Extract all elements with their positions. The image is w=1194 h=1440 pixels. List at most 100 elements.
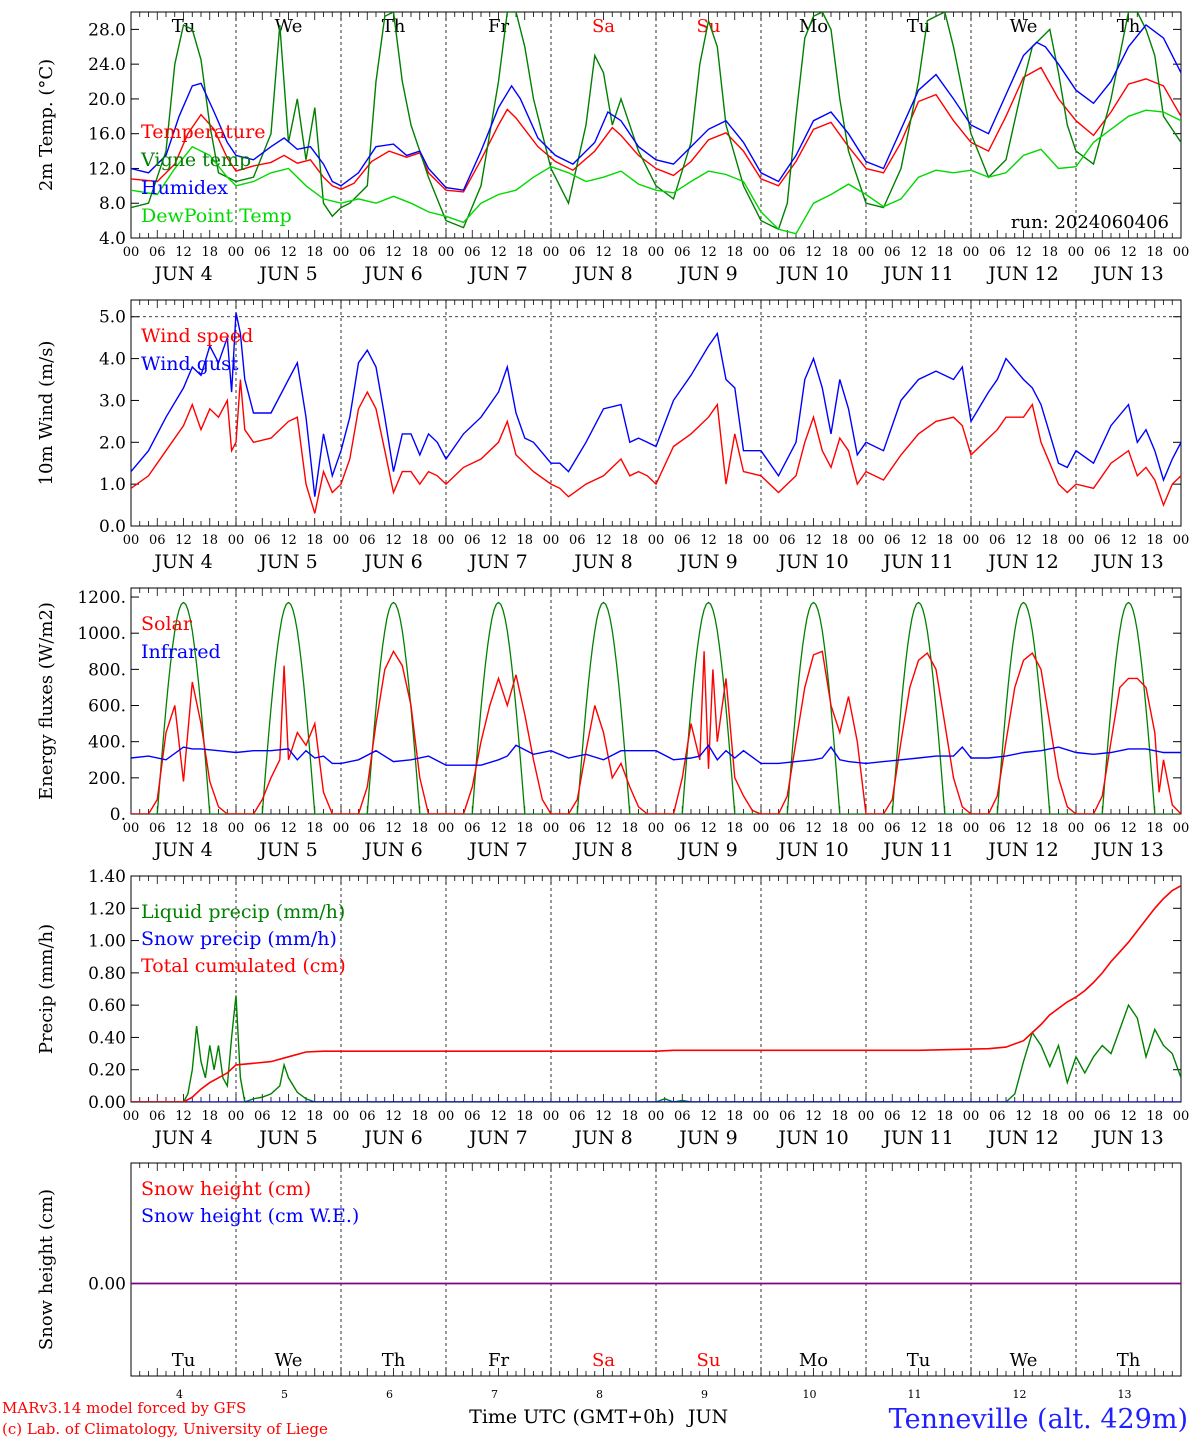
date-label: JUN 13 bbox=[1091, 839, 1163, 861]
date-label: JUN 12 bbox=[986, 839, 1058, 861]
hour-tick-label: 06 bbox=[779, 245, 796, 260]
hour-tick-label: 18 bbox=[411, 821, 428, 836]
series-group bbox=[131, 884, 1181, 1102]
date-label: JUN 11 bbox=[881, 1127, 953, 1149]
hour-tick-label: 12 bbox=[1120, 1109, 1137, 1124]
hour-tick-label: 18 bbox=[516, 245, 533, 260]
hour-tick-label: 18 bbox=[1041, 821, 1058, 836]
hour-tick-label: 06 bbox=[779, 1109, 796, 1124]
hour-tick-label: 00 bbox=[963, 245, 980, 260]
hour-tick-label: 12 bbox=[910, 821, 927, 836]
series-line-2 bbox=[131, 312, 1181, 497]
hour-tick-label: 12 bbox=[1120, 821, 1137, 836]
weekday-label: We bbox=[275, 16, 303, 37]
hour-tick-label: 00 bbox=[753, 533, 770, 548]
hour-tick-label: 18 bbox=[726, 533, 743, 548]
hour-tick-label: 12 bbox=[805, 821, 822, 836]
y-axis-label: Precip (mm/h) bbox=[36, 924, 57, 1054]
hour-tick-label: 00 bbox=[228, 245, 245, 260]
hour-tick-label: 12 bbox=[490, 533, 507, 548]
y-tick-label: 1.20 bbox=[88, 899, 126, 919]
time-axis-month: JUN bbox=[686, 1406, 728, 1428]
hour-tick-label: 06 bbox=[464, 533, 481, 548]
hour-tick-label: 12 bbox=[385, 245, 402, 260]
date-label: JUN 9 bbox=[677, 839, 737, 861]
hour-tick-label: 12 bbox=[910, 1109, 927, 1124]
series-line-1 bbox=[131, 66, 1181, 193]
date-label: JUN 6 bbox=[362, 551, 422, 573]
hour-tick-label: 12 bbox=[1015, 821, 1032, 836]
hour-tick-label: 00 bbox=[543, 821, 560, 836]
weekday-label: Su bbox=[697, 1350, 721, 1371]
weekday-label: Sa bbox=[592, 16, 615, 37]
date-label: JUN 8 bbox=[572, 839, 632, 861]
date-label: JUN 5 bbox=[257, 551, 317, 573]
hour-tick-label: 12 bbox=[1015, 1109, 1032, 1124]
hour-tick-label: 00 bbox=[1068, 245, 1085, 260]
date-label: JUN 5 bbox=[257, 839, 317, 861]
date-label: JUN 11 bbox=[881, 551, 953, 573]
date-label: JUN 13 bbox=[1091, 551, 1163, 573]
hour-tick-label: 00 bbox=[858, 1109, 875, 1124]
day-number-label: 12 bbox=[1013, 1388, 1027, 1401]
y-tick-label: 0.40 bbox=[88, 1028, 126, 1048]
day-number-label: 11 bbox=[908, 1388, 922, 1401]
hour-tick-label: 12 bbox=[595, 1109, 612, 1124]
series-line-2 bbox=[131, 12, 1181, 231]
hour-tick-label: 00 bbox=[753, 1109, 770, 1124]
panel-2: 10m Wind (m/s) 0.0 1.0 2.0 3.0 4.0 5.0 00 06 12 18… bbox=[36, 299, 1189, 573]
day-number-label: 5 bbox=[281, 1388, 288, 1401]
day-number-label: 6 bbox=[386, 1388, 393, 1401]
y-tick-label: 24.0 bbox=[88, 55, 126, 75]
hour-tick-label: 12 bbox=[490, 1109, 507, 1124]
date-label: JUN 6 bbox=[362, 1127, 422, 1149]
y-tick-label: 800. bbox=[88, 660, 126, 680]
hour-tick-label: 06 bbox=[674, 533, 691, 548]
date-label: JUN 9 bbox=[677, 1127, 737, 1149]
hour-tick-label: 06 bbox=[1094, 533, 1111, 548]
hour-tick-label: 18 bbox=[1146, 821, 1163, 836]
y-tick-label: 1200. bbox=[77, 588, 126, 608]
series-line-1 bbox=[131, 379, 1181, 514]
y-axis-label: Energy fluxes (W/m2) bbox=[36, 602, 57, 800]
hour-tick-label: 06 bbox=[989, 821, 1006, 836]
y-tick-label: 0.0 bbox=[99, 517, 126, 537]
hour-tick-label: 00 bbox=[228, 533, 245, 548]
series-group bbox=[131, 312, 1181, 514]
hour-tick-label: 18 bbox=[306, 1109, 323, 1124]
hour-tick-label: 12 bbox=[1120, 533, 1137, 548]
y-tick-label: 0.60 bbox=[88, 996, 126, 1016]
y-tick-label: 400. bbox=[88, 733, 126, 753]
hour-tick-label: 12 bbox=[280, 533, 297, 548]
y-axis-label: Snow height (cm) bbox=[36, 1189, 57, 1350]
day-number-label: 13 bbox=[1118, 1388, 1132, 1401]
hour-tick-label: 06 bbox=[674, 1109, 691, 1124]
hour-tick-label: 18 bbox=[831, 1109, 848, 1124]
weekday-label: Su bbox=[697, 16, 721, 37]
date-label: JUN 12 bbox=[986, 551, 1058, 573]
hour-tick-label: 00 bbox=[963, 1109, 980, 1124]
hour-tick-label: 06 bbox=[779, 533, 796, 548]
hour-tick-label: 18 bbox=[936, 533, 953, 548]
hour-tick-label: 00 bbox=[228, 1109, 245, 1124]
series-line-toa-solar bbox=[131, 601, 1181, 814]
hour-tick-label: 12 bbox=[385, 821, 402, 836]
hour-tick-label: 00 bbox=[1068, 821, 1085, 836]
hour-tick-label: 06 bbox=[149, 1109, 166, 1124]
hour-tick-label: 12 bbox=[490, 245, 507, 260]
hour-tick-label: 00 bbox=[543, 533, 560, 548]
day-number-label: 4 bbox=[176, 1388, 183, 1401]
hour-tick-label: 06 bbox=[464, 1109, 481, 1124]
hour-tick-label: 00 bbox=[648, 245, 665, 260]
figure-footer: MARv3.14 model forced by GFS (c) Lab. of… bbox=[2, 1399, 1188, 1438]
y-tick-label: 0.00 bbox=[88, 1093, 126, 1113]
weekday-label: Tu bbox=[907, 1350, 931, 1371]
hour-tick-label: 12 bbox=[175, 245, 192, 260]
hour-tick-label: 00 bbox=[543, 245, 560, 260]
hour-tick-label: 18 bbox=[201, 821, 218, 836]
hour-tick-label: 18 bbox=[936, 1109, 953, 1124]
y-tick-label: 1.00 bbox=[88, 932, 126, 952]
hour-tick-label: 12 bbox=[175, 533, 192, 548]
date-label: JUN 7 bbox=[467, 551, 527, 573]
hour-tick-label: 00 bbox=[858, 245, 875, 260]
